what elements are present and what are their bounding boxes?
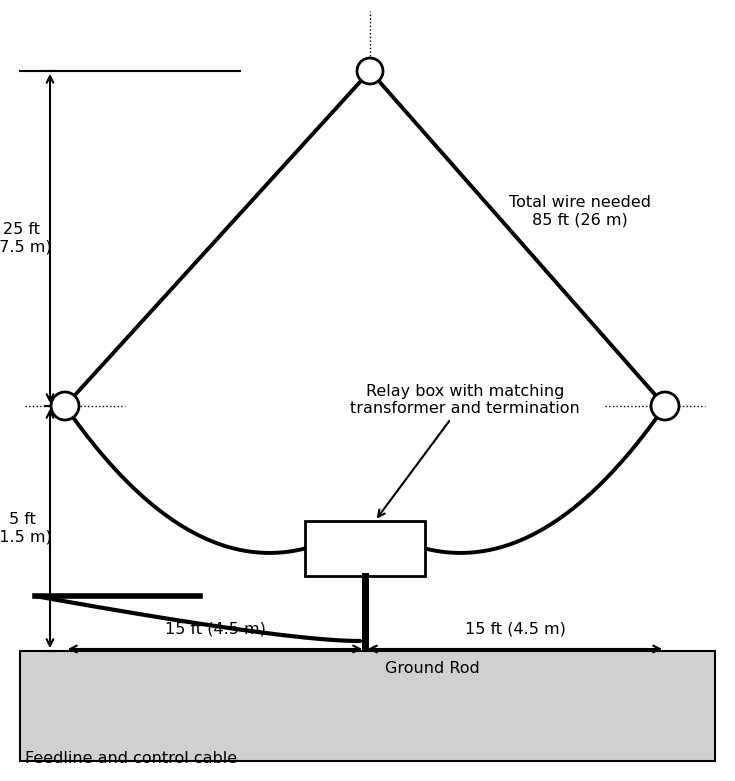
Text: Total wire needed
85 ft (26 m): Total wire needed 85 ft (26 m) <box>509 194 651 227</box>
Text: 15 ft (4.5 m): 15 ft (4.5 m) <box>165 622 265 637</box>
Circle shape <box>651 392 679 420</box>
Circle shape <box>51 392 79 420</box>
Bar <box>20 651 715 761</box>
Text: Ground Rod: Ground Rod <box>385 661 480 676</box>
Circle shape <box>357 58 383 84</box>
Text: 25 ft
(7.5 m): 25 ft (7.5 m) <box>0 223 51 255</box>
Bar <box>305 521 425 576</box>
Text: 5 ft
(1.5 m): 5 ft (1.5 m) <box>0 512 51 544</box>
Text: Relay box with matching
transformer and termination: Relay box with matching transformer and … <box>350 383 580 517</box>
Text: 15 ft (4.5 m): 15 ft (4.5 m) <box>465 622 565 637</box>
Text: Feedline and control cable: Feedline and control cable <box>25 751 237 766</box>
